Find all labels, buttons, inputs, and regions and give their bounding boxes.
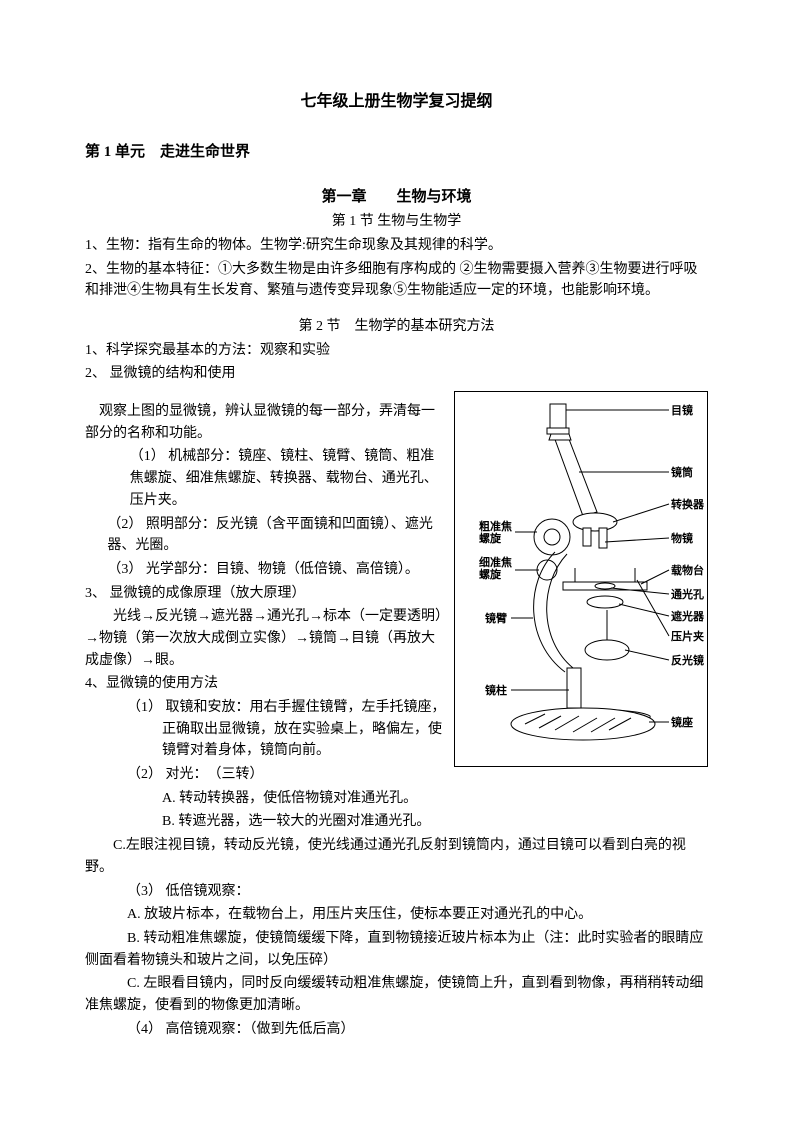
para-characteristics: 2、生物的基本特征：①大多数生物是由许多细胞有序构成的 ②生物需要摄入营养③生物… bbox=[85, 259, 708, 302]
label-eyepiece: 目镜 bbox=[671, 403, 693, 417]
label-arm: 镜臂 bbox=[485, 611, 507, 625]
label-nosepiece: 转换器 bbox=[671, 497, 705, 511]
section1-heading: 第 1 节 生物与生物学 bbox=[85, 211, 708, 233]
label-stage: 载物台 bbox=[671, 563, 704, 577]
label-base: 镜座 bbox=[671, 715, 693, 729]
label-fine1: 细准焦 bbox=[479, 555, 512, 569]
microscope-svg: 目镜 镜筒 转换器 物镜 载物台 通光孔 遮光器 压片夹 反光镜 镜座 粗准焦 … bbox=[455, 392, 707, 766]
label-coarse1: 粗准焦 bbox=[479, 519, 512, 533]
para-usage-3a: A. 放玻片标本，在载物台上，用压片夹压住，使标本要正对通光孔的中心。 bbox=[85, 904, 708, 926]
para-method: 1、科学探究最基本的方法：观察和实验 bbox=[85, 340, 708, 362]
para-usage-2a: A. 转动转换器，使低倍物镜对准通光孔。 bbox=[85, 788, 708, 810]
label-mirror: 反光镜 bbox=[671, 653, 704, 667]
para-usage-2c: C.左眼注视目镜，转动反光镜，使光线通过通光孔反射到镜筒内，通过目镜可以看到白亮… bbox=[85, 835, 708, 878]
section2-heading: 第 2 节 生物学的基本研究方法 bbox=[85, 316, 708, 338]
page-title: 七年级上册生物学复习提纲 bbox=[85, 90, 708, 115]
label-diaphragm: 遮光器 bbox=[671, 609, 705, 623]
label-tube: 镜筒 bbox=[671, 465, 693, 479]
para-biology-def: 1、生物：指有生命的物体。生物学:研究生命现象及其规律的科学。 bbox=[85, 235, 708, 257]
label-clip: 压片夹 bbox=[671, 629, 704, 643]
chapter-heading: 第一章 生物与环境 bbox=[85, 186, 708, 209]
label-coarse2: 螺旋 bbox=[479, 531, 502, 545]
para-usage-4: （4） 高倍镜观察：（做到先低后高） bbox=[85, 1019, 708, 1041]
para-microscope-intro: 2、 显微镜的结构和使用 bbox=[85, 363, 708, 385]
document-page: 七年级上册生物学复习提纲 第 1 单元 走进生命世界 第一章 生物与环境 第 1… bbox=[0, 0, 793, 1102]
para-usage-3: （3） 低倍镜观察： bbox=[85, 881, 708, 903]
para-usage-2b: B. 转遮光器，选一较大的光圈对准通光孔。 bbox=[85, 811, 708, 833]
unit-heading: 第 1 单元 走进生命世界 bbox=[85, 141, 708, 164]
para-usage-3c: C. 左眼看目镜内，同时反向缓缓转动粗准焦螺旋，使镜筒上升，直到看到物像，再稍稍… bbox=[85, 973, 708, 1016]
label-aperture: 通光孔 bbox=[671, 587, 704, 601]
para-usage-3b: B. 转动粗准焦螺旋，使镜筒缓缓下降，直到物镜接近玻片标本为止（注：此时实验者的… bbox=[85, 928, 708, 971]
label-objective: 物镜 bbox=[671, 531, 693, 545]
label-pillar: 镜柱 bbox=[485, 683, 507, 697]
microscope-figure: 目镜 镜筒 转换器 物镜 载物台 通光孔 遮光器 压片夹 反光镜 镜座 粗准焦 … bbox=[454, 391, 708, 767]
label-fine2: 螺旋 bbox=[479, 567, 502, 581]
